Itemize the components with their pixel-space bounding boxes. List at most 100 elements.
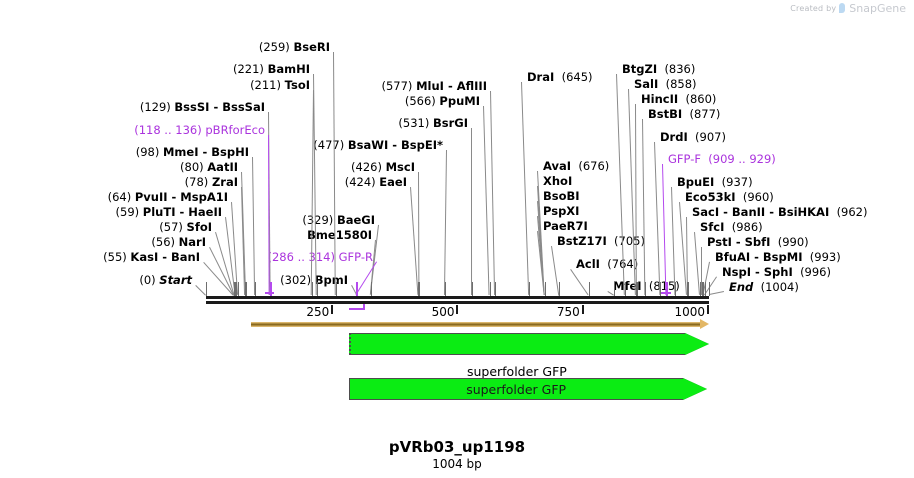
backbone-strand-bottom [206, 301, 709, 304]
site-position: (286 .. 314) [267, 250, 335, 264]
site-position: (57) [159, 220, 183, 234]
site-position: (705) [614, 234, 645, 248]
feature-arrow-head [684, 333, 709, 355]
site-label-nspi-sphi[interactable]: NspI - SphI (996) [722, 266, 831, 279]
site-position: (64) [107, 190, 132, 204]
site-label-sfci[interactable]: SfcI (986) [700, 221, 763, 234]
site-label-bsssi-bsssai[interactable]: (129) BssSI - BssSaI [140, 101, 265, 114]
site-label-bsrgi[interactable]: (531) BsrGI [398, 117, 468, 130]
site-name: BsoBI [543, 189, 580, 203]
site-label-saci-banii-bsihkai[interactable]: SacI - BanII - BsiHKAI (962) [692, 206, 868, 219]
cut-site-tick [311, 282, 313, 296]
site-label-paer7i[interactable]: PaeR7I [543, 220, 588, 233]
site-label-aatii[interactable]: (80) AatII [180, 161, 238, 174]
site-name: AclI [576, 257, 600, 271]
site-name: PpuMI [439, 94, 480, 108]
leader-line [521, 82, 530, 296]
site-label-bstbi[interactable]: BstBI (877) [648, 108, 720, 121]
site-label-bstz17i[interactable]: BstZ17I (705) [557, 235, 645, 248]
orf-arrow[interactable] [251, 319, 709, 330]
site-label-ppumi[interactable]: (566) PpuMI [405, 95, 480, 108]
site-label-acli[interactable]: AclI (764) [576, 258, 638, 271]
site-name: BstBI [648, 107, 683, 121]
site-label-zrai[interactable]: (78) ZraI [185, 176, 238, 189]
cut-site-tick [233, 282, 235, 296]
primer-label-gfp-f[interactable]: GFP-F (909 .. 929) [668, 153, 776, 166]
site-label-avai[interactable]: AvaI (676) [543, 160, 609, 173]
leader-line [418, 172, 420, 296]
cut-site-tick [234, 282, 236, 296]
site-label-baegi[interactable]: (329) BaeGI [302, 214, 375, 227]
site-label-kasi-bani[interactable]: (55) KasI - BanI [103, 251, 200, 264]
site-name: DrdI [660, 130, 688, 144]
site-name: ZraI [211, 175, 238, 189]
primer-label-gfp-r[interactable]: (286 .. 314) GFP-R [267, 251, 373, 264]
watermark-prefix: Created by [790, 4, 837, 13]
site-label-psti-sbfi[interactable]: PstI - SbfI (990) [707, 236, 809, 249]
site-label-pspxi[interactable]: PspXI [543, 205, 579, 218]
site-position: (0) [139, 273, 156, 287]
site-position: (329) [302, 213, 334, 227]
site-name: KasI - BanI [130, 250, 200, 264]
site-name: BaeGI [336, 213, 375, 227]
site-position: (645) [561, 70, 593, 84]
site-label-drdi[interactable]: DrdI (907) [660, 131, 726, 144]
site-name: EaeI [379, 175, 407, 189]
site-position: (78) [184, 175, 209, 189]
cut-site-tick [624, 282, 626, 296]
primer-bracket [661, 292, 672, 294]
cut-site-tick [559, 282, 561, 296]
feature-arrow-superfolder-gfp-2[interactable] [348, 378, 708, 400]
site-label-eaei[interactable]: (424) EaeI [345, 176, 407, 189]
leader-line [471, 128, 473, 296]
primer-tick-gfp-r [356, 282, 359, 296]
site-label-drai[interactable]: DraI (645) [527, 71, 593, 84]
site-name: HincII [641, 92, 679, 106]
site-label-hincii[interactable]: HincII (860) [641, 93, 716, 106]
primer-tick-gfp-f [666, 282, 669, 296]
site-label-sali[interactable]: SalI (858) [634, 78, 697, 91]
site-label-btgzi[interactable]: BtgZI (836) [622, 63, 695, 76]
site-name: BpmI [314, 273, 348, 287]
cut-site-tick [235, 282, 237, 296]
site-position: (56) [151, 235, 175, 249]
site-label-msci[interactable]: (426) MscI [351, 161, 415, 174]
site-label-xhoi[interactable]: XhoI [543, 175, 572, 188]
site-label-mlui-afliii[interactable]: (577) MluI - AflIII [382, 80, 488, 93]
leader-line [635, 104, 637, 296]
cut-site-tick [704, 282, 706, 296]
site-label-bfuai-bspmi[interactable]: BfuAI - BspMI (993) [715, 251, 841, 264]
site-label-sfoi[interactable]: (57) SfoI [159, 221, 212, 234]
site-position: (676) [578, 159, 610, 173]
site-label-bamhi[interactable]: (221) BamHI [233, 63, 310, 76]
cut-site-tick [316, 282, 318, 296]
cut-site-tick [529, 282, 531, 296]
leader-line [490, 91, 496, 296]
site-label-end[interactable]: End (1004) [729, 281, 799, 294]
site-position: (426) [351, 160, 382, 174]
site-label-tsoi[interactable]: (211) TsoI [250, 79, 310, 92]
cut-site-tick [245, 282, 247, 296]
cut-site-tick [489, 282, 491, 296]
site-label-bseri[interactable]: (259) BseRI [259, 41, 330, 54]
site-label-bsawi-bspei[interactable]: (477) BsaWI - BspEI* [313, 139, 443, 152]
site-position: (836) [664, 62, 696, 76]
site-label-bsobi[interactable]: BsoBI [543, 190, 580, 203]
site-label-pluti-haeii[interactable]: (59) PluTI - HaeII [116, 206, 222, 219]
site-label-bme1580i[interactable]: Bme1580I [307, 229, 372, 242]
site-position: (531) [398, 116, 430, 130]
site-label-bpmi[interactable]: (302) BpmI [280, 274, 348, 287]
site-label-bpuei[interactable]: BpuEI (937) [677, 176, 753, 189]
feature-arrow-head [683, 378, 708, 400]
leader-line [483, 106, 490, 296]
site-label-nari[interactable]: (56) NarI [151, 236, 206, 249]
site-position: (129) [139, 100, 171, 114]
site-name: Eco53kI [685, 190, 736, 204]
feature-arrow-superfolder-gfp-1[interactable] [348, 333, 709, 355]
site-label-start[interactable]: (0) Start [139, 274, 192, 287]
primer-label-pbrforeco[interactable]: (118 .. 136) pBRforEco [134, 124, 265, 137]
site-label-pvuii-mspa1i[interactable]: (64) PvuII - MspA1I [108, 191, 228, 204]
site-label-eco53ki[interactable]: Eco53kI (960) [685, 191, 774, 204]
site-label-mmei-bsphi[interactable]: (98) MmeI - BspHI [136, 146, 249, 159]
site-position: (577) [381, 79, 413, 93]
